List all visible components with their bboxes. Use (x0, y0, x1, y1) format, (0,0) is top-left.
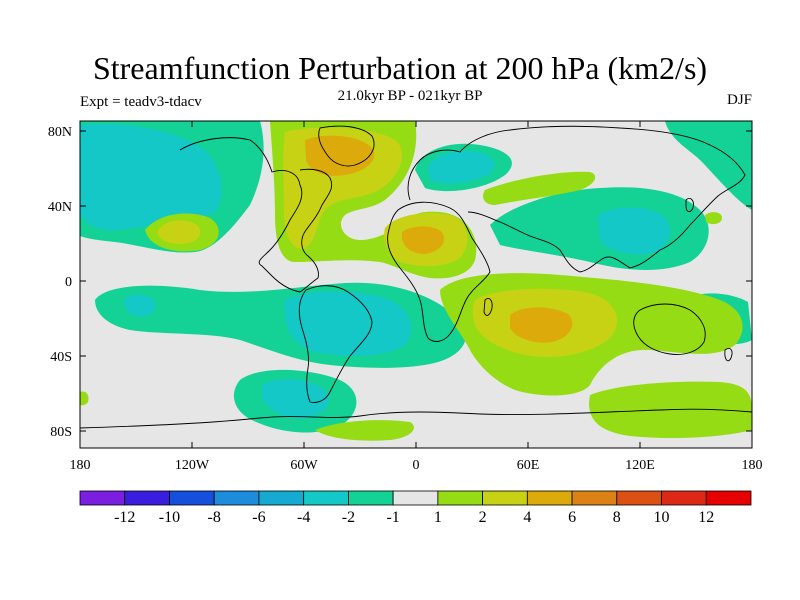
colorbar-swatch (661, 490, 707, 506)
contour-north-atlantic-pos (483, 171, 596, 205)
contour-pacific-west-mid (157, 220, 201, 244)
lon-ticks (191, 121, 641, 448)
contour-north-america-core (305, 135, 375, 176)
australia-coast (633, 303, 706, 355)
colorbar-tick-label: 12 (698, 509, 714, 526)
lat-label: 40S (50, 350, 72, 365)
lon-label: 120E (625, 458, 655, 473)
colorbar-tick-label: 8 (613, 509, 621, 526)
chart-title: Streamfunction Perturbation at 200 hPa (… (92, 50, 708, 86)
colorbar-swatch (482, 490, 528, 506)
colorbar-tick-label: -1 (386, 509, 399, 526)
contour-small-south-pacific (124, 294, 156, 317)
lat-label: 80S (50, 425, 72, 440)
madagascar-coast (483, 297, 493, 316)
colorbar-tick-label: 4 (523, 509, 531, 526)
colorbar-tick-label: 1 (434, 509, 442, 526)
time-range-subtitle: 21.0kyr BP - 021kyr BP (337, 88, 483, 104)
lon-label: 60E (517, 458, 540, 473)
lon-label: 180 (742, 458, 763, 473)
lat-label: 80N (48, 125, 72, 140)
colorbar-swatch (258, 490, 305, 506)
colorbar-swatch (392, 490, 439, 506)
colorbar-swatch (79, 490, 126, 506)
contour-europe-core (428, 150, 495, 184)
lon-label: 120W (175, 458, 210, 473)
antarctica-coast (80, 408, 752, 429)
colorbar-tick-label: 2 (479, 509, 487, 526)
colorbar (79, 490, 752, 506)
colorbar-swatch (169, 490, 215, 506)
colorbar-tick-label: -2 (342, 509, 355, 526)
season-label: DJF (726, 92, 752, 108)
contour-small-pos-east (705, 212, 722, 225)
colorbar-tick-label: -10 (159, 509, 180, 526)
contour-small-pos-west-south (80, 391, 89, 406)
colorbar-swatch (437, 490, 483, 506)
colorbar-swatch (571, 490, 618, 506)
colorbar-tick-label: -12 (114, 509, 135, 526)
north-america-coast (179, 137, 333, 293)
south-america-coast (298, 285, 373, 403)
lon-label: 180 (70, 458, 91, 473)
contour-south-america-pos (315, 420, 414, 441)
colorbar-swatch (213, 490, 260, 506)
colorbar-swatch (347, 490, 394, 506)
japan-coast (685, 197, 694, 213)
contour-north-pacific-core (80, 124, 222, 231)
contour-asia-core (598, 207, 671, 255)
lat-label: 40N (48, 200, 72, 215)
contour-southern-ocean-core (262, 378, 329, 419)
colorbar-tick-label: 10 (654, 509, 670, 526)
colorbar-swatch (616, 490, 662, 506)
lon-label: 60W (290, 458, 318, 473)
colorbar-swatch (705, 490, 752, 506)
colorbar-tick-label: -6 (252, 509, 265, 526)
colorbar-swatch (526, 490, 573, 506)
lon-label: 0 (413, 458, 420, 473)
new-zealand-coast (724, 347, 733, 362)
colorbar-tick-label: 6 (568, 509, 576, 526)
colorbar-tick-label: -8 (208, 509, 221, 526)
coastlines (80, 125, 752, 429)
africa-coast (387, 201, 491, 342)
contour-africa-core (401, 226, 445, 254)
contour-field (80, 121, 752, 448)
contour-south-pacific-core (284, 291, 412, 356)
colorbar-swatch (124, 490, 170, 506)
eurasia-coast (407, 125, 746, 273)
colorbar-labels: -12 -10 -8 -6 -4 -2 -1 1 2 4 6 8 10 12 (114, 509, 714, 526)
lat-ticks (80, 130, 752, 432)
lat-label: 0 (65, 275, 72, 290)
colorbar-swatch (303, 490, 349, 506)
colorbar-tick-label: -4 (297, 509, 310, 526)
experiment-label: Expt = teadv3-tdacv (80, 94, 202, 110)
contour-indian-ocean-core (510, 307, 573, 343)
greenland-coast (318, 125, 375, 167)
